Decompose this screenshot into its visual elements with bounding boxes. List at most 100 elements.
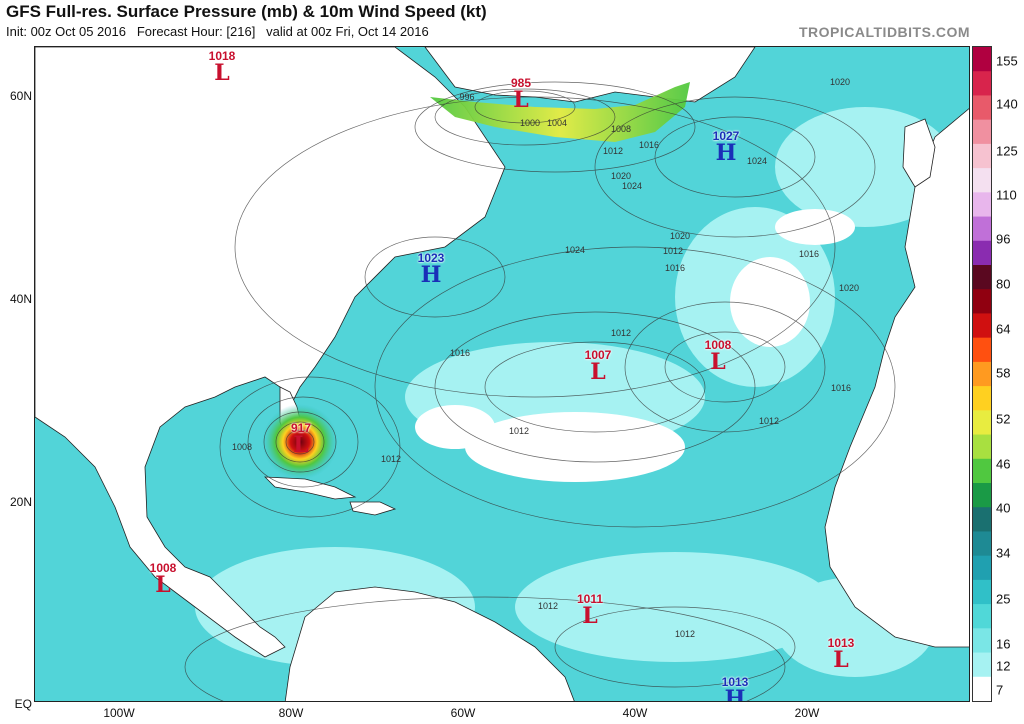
colorbar-swatch xyxy=(973,628,991,654)
colorbar-tick: 155 xyxy=(996,53,1018,69)
wind-speed-colorbar xyxy=(972,46,992,702)
brand-logo-text: TROPICALTIDBITS.COM xyxy=(798,24,970,40)
colorbar-swatch xyxy=(973,95,991,121)
isobar-label: 1008 xyxy=(610,124,632,134)
lon-label: 40W xyxy=(622,706,648,720)
colorbar-swatch xyxy=(973,555,991,581)
hurricane-wind-core xyxy=(262,404,338,480)
colorbar-swatch xyxy=(973,216,991,242)
colorbar-swatch xyxy=(973,313,991,339)
isobar-label: 1008 xyxy=(231,442,253,452)
colorbar-tick: 80 xyxy=(996,276,1011,292)
chart-title: GFS Full-res. Surface Pressure (mb) & 10… xyxy=(6,2,487,21)
high-pressure-center: 1023 H xyxy=(417,251,445,288)
isobar-label: 1016 xyxy=(449,348,471,358)
isobar-label: 1012 xyxy=(602,146,624,156)
isobar-label: 1024 xyxy=(746,156,768,166)
isobars xyxy=(184,81,896,701)
isobar-label: 996 xyxy=(459,92,475,102)
colorbar-swatch xyxy=(973,410,991,436)
colorbar-swatch xyxy=(973,386,991,411)
colorbar-swatch xyxy=(973,507,991,532)
map-panel: 1018 L 985 L 1027 H 1023 H 1007 L 1008 L 917 L … xyxy=(34,46,970,702)
valid-time: valid at 00z Fri, Oct 14 2016 xyxy=(266,24,429,39)
colorbar-tick: 25 xyxy=(996,591,1011,607)
isobar-label: 1024 xyxy=(564,245,586,255)
lat-label: 20N xyxy=(9,495,32,509)
isobar-label: 1024 xyxy=(621,181,643,191)
colorbar-tick: 140 xyxy=(996,96,1018,112)
colorbar-swatch xyxy=(973,652,991,678)
colorbar-swatch xyxy=(973,143,991,169)
isobar-label: 1020 xyxy=(610,171,632,181)
colorbar-swatch xyxy=(973,579,991,605)
colorbar-swatch xyxy=(973,47,991,72)
colorbar-tick: 52 xyxy=(996,411,1011,427)
lon-label: 100W xyxy=(103,706,135,720)
isobar-label: 1004 xyxy=(546,118,568,128)
lat-label: EQ xyxy=(14,697,32,711)
isobar-label: 1016 xyxy=(664,263,686,273)
lat-label: 60N xyxy=(9,89,32,103)
low-pressure-center: 1011 L xyxy=(576,592,604,629)
colorbar-swatches xyxy=(973,47,991,702)
high-pressure-center: 1027 H xyxy=(712,129,740,166)
lon-label: 20W xyxy=(794,706,820,720)
low-pressure-center: 1008 L xyxy=(149,561,177,598)
colorbar-tick: 12 xyxy=(996,658,1011,674)
colorbar-swatch xyxy=(973,676,991,702)
colorbar-swatch xyxy=(973,604,991,629)
low-pressure-center: 1013 L xyxy=(827,636,855,673)
isobar-label: 1016 xyxy=(830,383,852,393)
isobar-label: 1020 xyxy=(829,77,851,87)
colorbar-swatch xyxy=(973,240,991,266)
north-america-land xyxy=(35,47,506,658)
colorbar-swatch xyxy=(973,531,991,557)
colorbar-tick: 7 xyxy=(996,682,1004,698)
low-pressure-center: 1007 L xyxy=(584,348,612,385)
isobar-label: 1012 xyxy=(537,601,559,611)
lon-label: 60W xyxy=(450,706,476,720)
colorbar-tick: 58 xyxy=(996,365,1011,381)
lat-label: 40N xyxy=(9,292,32,306)
colorbar-swatch xyxy=(973,192,991,218)
isobar-label: 1012 xyxy=(662,246,684,256)
low-pressure-center: 985 L xyxy=(510,76,532,113)
colorbar-ticks: 155 140 125 110 96 80 64 58 52 46 40 34 … xyxy=(994,46,1024,702)
isobar-label: 1020 xyxy=(838,283,860,293)
hurricane-low-center: 917 L xyxy=(290,421,312,458)
colorbar-tick: 64 xyxy=(996,321,1011,337)
europe-africa-land xyxy=(824,108,969,648)
colorbar-tick: 96 xyxy=(996,231,1011,247)
colorbar-swatch xyxy=(973,71,991,96)
lon-label: 80W xyxy=(278,706,304,720)
isobar-label: 1016 xyxy=(638,140,660,150)
colorbar-swatch xyxy=(973,119,991,145)
colorbar-tick: 34 xyxy=(996,545,1011,561)
colorbar-swatch xyxy=(973,458,991,484)
header-bar: GFS Full-res. Surface Pressure (mb) & 10… xyxy=(0,0,1024,46)
colorbar-swatch xyxy=(973,361,991,387)
colorbar-swatch xyxy=(973,434,991,460)
colorbar-tick: 40 xyxy=(996,500,1011,516)
colorbar-tick: 16 xyxy=(996,636,1011,652)
colorbar-swatch xyxy=(973,265,991,290)
strong-wind-band xyxy=(430,82,690,142)
hispaniola-land xyxy=(349,501,397,516)
isobar-label: 1012 xyxy=(610,328,632,338)
isobar-label: 1012 xyxy=(380,454,402,464)
isobar-label: 1012 xyxy=(508,426,530,436)
high-pressure-center: 1013 H xyxy=(721,675,749,702)
isobar-label: 1000 xyxy=(519,118,541,128)
low-pressure-center: 1008 L xyxy=(704,338,732,375)
isobar-label: 1012 xyxy=(758,416,780,426)
map-canvas xyxy=(35,47,969,701)
cuba-land xyxy=(263,476,357,500)
south-america-land xyxy=(284,586,575,701)
colorbar-tick: 46 xyxy=(996,456,1011,472)
run-info: Init: 00z Oct 05 2016 Forecast Hour: [21… xyxy=(6,24,429,39)
colorbar-tick: 125 xyxy=(996,143,1018,159)
colorbar-swatch xyxy=(973,483,991,508)
isobar-label: 1020 xyxy=(669,231,691,241)
colorbar-tick: 110 xyxy=(996,187,1017,203)
